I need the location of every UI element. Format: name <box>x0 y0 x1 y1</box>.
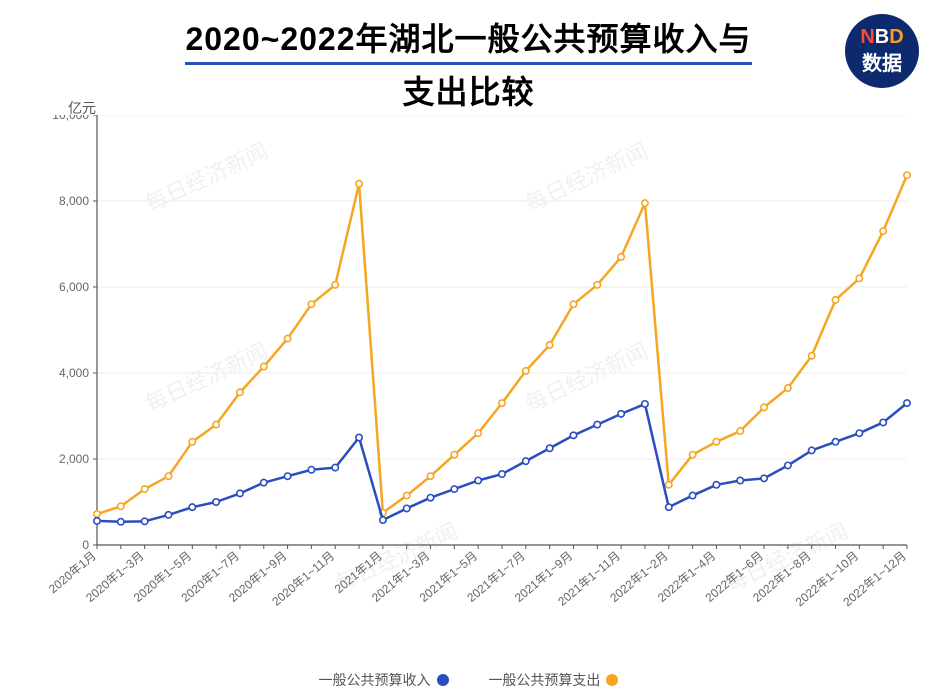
legend-swatch <box>606 674 618 686</box>
legend-item-income: 一般公共预算收入 <box>319 670 449 690</box>
legend: 一般公共预算收入 一般公共预算支出 <box>0 670 937 690</box>
title-line1: 2020~2022年湖北一般公共预算收入与 <box>185 14 751 65</box>
chart-svg: 02,0004,0006,0008,00010,0002020年1月2020年1… <box>25 115 920 655</box>
svg-text:6,000: 6,000 <box>59 280 89 294</box>
legend-label: 一般公共预算支出 <box>488 670 600 690</box>
legend-swatch <box>437 674 449 686</box>
nbd-badge: NBD 数据 <box>845 14 919 88</box>
svg-text:10,000: 10,000 <box>52 115 89 122</box>
line-chart: 02,0004,0006,0008,00010,0002020年1月2020年1… <box>25 115 920 615</box>
svg-text:2,000: 2,000 <box>59 452 89 466</box>
badge-top: NBD <box>860 26 903 49</box>
svg-text:4,000: 4,000 <box>59 366 89 380</box>
title-line2: 支出比较 <box>0 67 937 113</box>
svg-text:8,000: 8,000 <box>59 194 89 208</box>
legend-item-expend: 一般公共预算支出 <box>488 670 618 690</box>
legend-label: 一般公共预算收入 <box>319 670 431 690</box>
chart-title: 2020~2022年湖北一般公共预算收入与 支出比较 NBD 数据 <box>0 0 937 113</box>
badge-bottom: 数据 <box>862 47 902 76</box>
